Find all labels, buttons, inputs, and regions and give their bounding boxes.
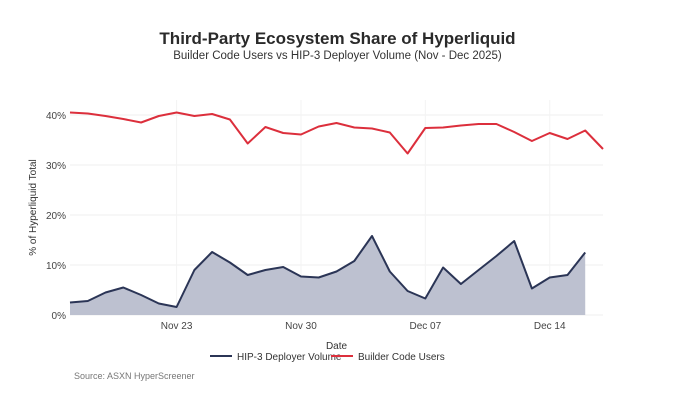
- chart-subtitle: Builder Code Users vs HIP-3 Deployer Vol…: [173, 50, 502, 62]
- legend-item: Builder Code Users: [331, 352, 445, 363]
- series-line: [69, 235, 586, 308]
- x-tick-label: Nov 30: [285, 321, 317, 332]
- legend: HIP-3 Deployer Volume Builder Code Users: [210, 352, 445, 363]
- legend-label: HIP-3 Deployer Volume: [237, 352, 342, 363]
- legend-item: HIP-3 Deployer Volume: [210, 352, 342, 363]
- x-tick-label: Dec 07: [409, 321, 441, 332]
- x-axis-label: Date: [326, 341, 348, 352]
- y-tick-label: 0%: [52, 311, 67, 322]
- x-tick-label: Nov 23: [161, 321, 193, 332]
- chart-title: Third-Party Ecosystem Share of Hyperliqu…: [159, 29, 516, 48]
- series-builder-code-users: [69, 111, 604, 155]
- series-hip3-deployer-volume: [69, 235, 586, 315]
- y-tick-label: 30%: [46, 161, 66, 172]
- y-tick-label: 10%: [46, 261, 66, 272]
- x-tick-label: Dec 14: [534, 321, 566, 332]
- y-tick-label: 20%: [46, 211, 66, 222]
- legend-label: Builder Code Users: [358, 352, 445, 363]
- source-note: Source: ASXN HyperScreener: [74, 371, 195, 381]
- y-tick-label: 40%: [46, 111, 66, 122]
- y-axis-label: % of Hyperliquid Total: [28, 159, 39, 256]
